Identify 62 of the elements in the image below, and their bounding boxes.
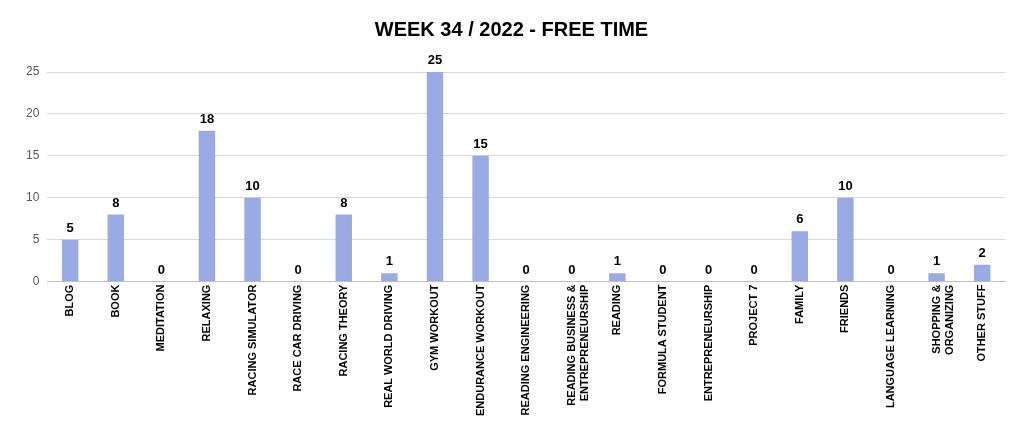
data-label: 0 [522,261,530,277]
y-tick-label: 0 [32,273,40,288]
x-tick-label: RELAXING [199,284,212,342]
data-label: 10 [838,177,853,193]
x-tick-label: GYM WORKOUT [428,284,440,371]
data-label: 18 [199,110,215,126]
x-tick-label: OTHER STUFF [975,284,988,362]
data-label: 0 [294,261,302,277]
data-label: 0 [659,261,667,277]
data-label: 1 [932,253,941,269]
x-tick-label: FORMULA STUDENT [656,284,669,395]
x-tick-label: ENDURANCE WORKOUT [473,284,486,417]
y-tick-label: 20 [25,106,40,121]
data-label: 0 [704,261,713,277]
x-tick-label: REAL WORLD DRIVING [382,284,395,408]
x-tick-label: MEDITATION [154,284,167,352]
x-tick-label: SHOPPING & ORGANIZING [929,284,955,355]
chart-title: WEEK 34 / 2022 - FREE TIME [374,17,649,40]
x-tick-label: READING [610,284,623,336]
data-label: 1 [613,253,621,269]
x-tick-label: ENTREPRENEURSHIP [701,284,714,402]
bar [381,273,398,282]
bar [472,155,489,282]
bar [198,130,216,282]
data-label: 25 [427,52,443,68]
x-tick-label: RACING SIMULATOR [245,284,258,396]
data-label: 0 [750,261,758,277]
data-label: 10 [245,177,260,193]
data-label: 8 [340,194,348,210]
data-label: 6 [796,211,804,227]
x-tick-label: RACING THEORY [336,283,349,377]
y-tick-label: 25 [25,64,40,79]
y-tick-label: 15 [25,148,40,163]
bar [791,231,808,282]
data-label: 1 [385,253,393,269]
x-tick-label: RACE CAR DRIVING [291,284,304,392]
x-tick-label: READING ENGINEERING [519,284,532,416]
data-label: 0 [157,261,165,277]
x-tick-label: BOOK [108,284,121,318]
data-label: 5 [66,219,74,235]
bar [973,264,991,282]
bar [107,214,124,282]
x-tick-label: FAMILY [792,283,805,324]
x-tick-label: LANGUAGE LEARNING [884,284,897,409]
bar [609,273,626,282]
x-tick-label: BLOG [63,284,76,317]
x-tick-label: FRIENDS [838,284,851,333]
bar [837,197,854,282]
x-tick-label: READING BUSINESS & ENTREPRENEURSHIP [564,284,591,406]
data-label: 8 [112,194,120,210]
data-label: 0 [887,261,895,277]
bar [335,214,352,282]
bar [244,197,261,282]
bar [61,239,79,282]
y-tick-label: 10 [25,190,40,205]
data-label: 2 [978,244,986,260]
bar [928,273,945,282]
x-tick-label: PROJECT 7 [747,284,760,346]
bar [426,72,444,282]
data-label: 0 [568,261,576,277]
data-label: 15 [473,135,488,151]
y-tick-label: 5 [32,232,40,247]
